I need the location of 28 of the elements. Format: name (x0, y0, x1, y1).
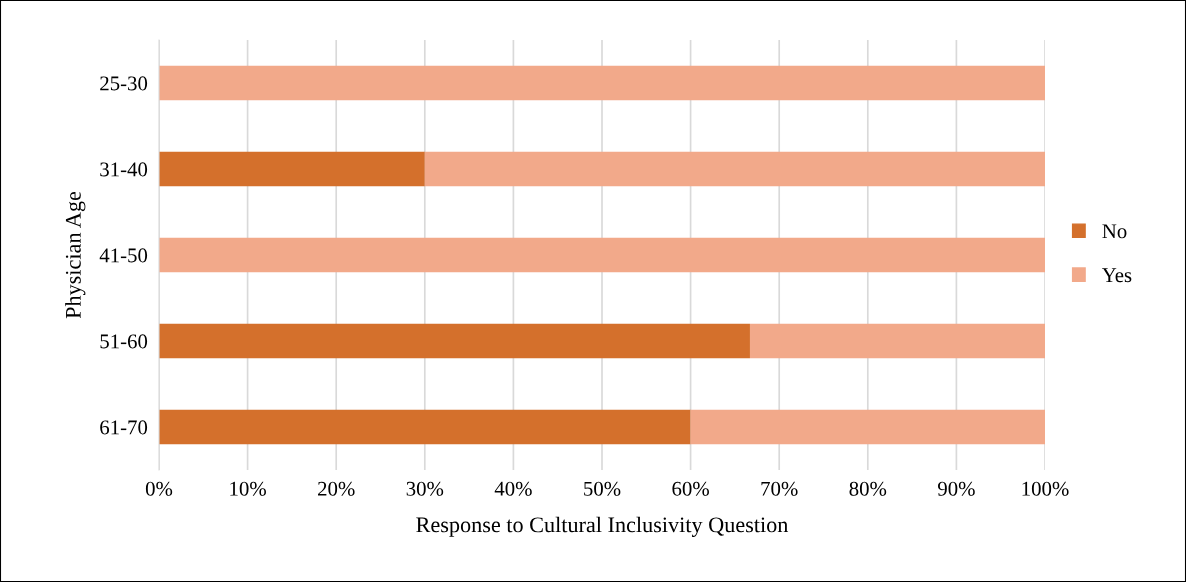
x-tick-label: 80% (849, 481, 887, 496)
bar (424, 151, 1045, 187)
x-tick-label: 90% (937, 481, 975, 496)
x-tick-label: 50% (584, 481, 621, 496)
bar (159, 409, 691, 445)
x-tick-label: 100% (1022, 481, 1069, 496)
bar (159, 151, 425, 187)
bar (159, 323, 750, 359)
x-tick-label: 70% (761, 481, 798, 496)
y-tick-label: 51-60 (100, 334, 148, 349)
bar (749, 323, 1045, 359)
bar (159, 237, 1045, 273)
legend-label: Yes (1102, 268, 1132, 283)
y-tick-label: 31-40 (100, 162, 148, 177)
y-tick-label: 61-70 (100, 420, 148, 435)
y-axis-title: Physician Age (65, 191, 86, 319)
x-tick-label: 60% (672, 481, 709, 496)
x-tick-label: 10% (230, 481, 266, 496)
x-tick-label: 30% (406, 481, 444, 496)
bar (690, 409, 1045, 445)
y-tick-label: 25-30 (100, 76, 148, 91)
y-tick-label: 41-50 (99, 248, 148, 263)
x-tick-label: 0% (145, 481, 173, 496)
bar (159, 65, 1045, 101)
x-tick-label: 40% (494, 481, 532, 496)
x-axis-title: Response to Cultural Inclusivity Question (416, 516, 789, 537)
legend-label: No (1102, 224, 1127, 239)
x-tick-label: 20% (318, 481, 355, 496)
